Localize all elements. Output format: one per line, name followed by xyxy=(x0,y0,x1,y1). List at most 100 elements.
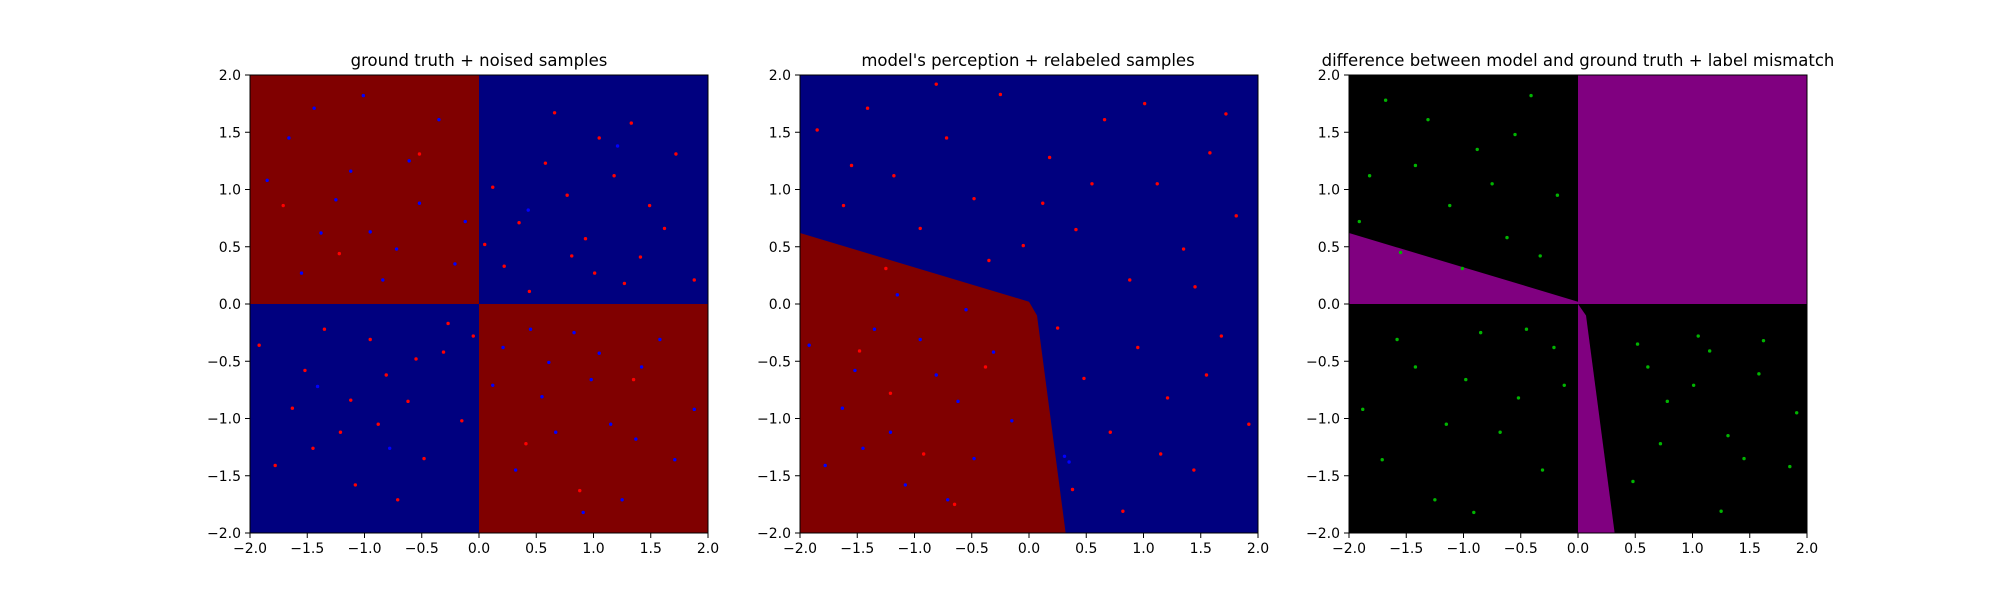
data-point xyxy=(1513,132,1517,137)
x-tick-label: −1.0 xyxy=(898,541,932,557)
data-point xyxy=(501,345,505,350)
data-point xyxy=(491,383,495,387)
data-point xyxy=(918,226,922,231)
data-point xyxy=(1665,399,1670,404)
x-tick-label: 0.5 xyxy=(1075,541,1097,557)
x-tick-label: −2.0 xyxy=(233,541,267,557)
x-tick-label: 1.5 xyxy=(1739,541,1761,557)
data-point xyxy=(631,377,636,382)
data-point xyxy=(692,278,696,282)
data-point xyxy=(524,441,528,446)
panel-model-perception: model's perception + relabeled samples −… xyxy=(757,51,1269,557)
data-point xyxy=(483,242,487,247)
data-point xyxy=(406,399,410,404)
data-point xyxy=(1155,182,1159,186)
data-point xyxy=(647,203,652,208)
data-point xyxy=(1224,112,1228,116)
data-point xyxy=(337,251,342,256)
data-point xyxy=(1691,383,1696,387)
data-point xyxy=(1726,433,1730,438)
x-tick-label: 1.0 xyxy=(582,541,604,557)
data-point xyxy=(608,422,613,426)
data-point xyxy=(387,446,392,450)
data-point xyxy=(639,365,644,369)
data-point xyxy=(1067,460,1071,464)
data-point xyxy=(394,247,399,251)
data-point xyxy=(865,106,870,110)
data-point xyxy=(1631,479,1635,484)
x-tick-label: 0.0 xyxy=(1567,541,1589,557)
data-point xyxy=(1498,430,1502,434)
panel-title: model's perception + relabeled samples xyxy=(861,51,1194,70)
data-point xyxy=(987,258,991,263)
data-point xyxy=(946,498,950,502)
y-tick-label: 2.0 xyxy=(769,68,791,84)
data-point xyxy=(1490,182,1494,186)
background-region xyxy=(1578,304,1615,533)
data-point xyxy=(334,198,338,202)
data-point xyxy=(517,221,521,225)
data-point xyxy=(1635,342,1640,346)
data-point xyxy=(1128,278,1132,282)
data-point xyxy=(895,293,900,297)
data-point xyxy=(1448,203,1452,208)
data-point xyxy=(1121,509,1125,513)
data-point xyxy=(281,203,285,208)
data-point xyxy=(934,82,938,86)
panel-title: difference between model and ground trut… xyxy=(1322,51,1835,70)
data-point xyxy=(857,349,862,353)
data-point xyxy=(1646,365,1650,369)
data-point xyxy=(597,351,601,355)
data-point xyxy=(964,308,968,312)
data-point xyxy=(615,144,620,148)
data-point xyxy=(471,334,475,338)
data-point xyxy=(441,350,446,354)
data-point xyxy=(1444,422,1449,426)
data-point xyxy=(692,407,696,412)
data-point xyxy=(422,456,426,461)
y-tick-label: −1.0 xyxy=(207,412,241,428)
y-tick-label: 0.5 xyxy=(219,240,241,256)
data-point xyxy=(823,463,827,468)
x-tick-label: 0.0 xyxy=(468,541,490,557)
data-point xyxy=(565,193,569,197)
x-tick-label: 2.0 xyxy=(1796,541,1818,557)
data-point xyxy=(972,456,976,461)
y-tick-label: −0.5 xyxy=(207,354,241,370)
y-tick-label: −1.0 xyxy=(757,412,791,428)
data-point xyxy=(1395,337,1399,342)
data-point xyxy=(629,121,633,125)
plot-area xyxy=(800,75,1258,533)
background-region xyxy=(479,75,708,304)
data-point xyxy=(1761,338,1766,343)
data-point xyxy=(1516,396,1521,400)
data-point xyxy=(1082,376,1086,381)
data-point xyxy=(1204,373,1209,377)
y-tick-label: 0.5 xyxy=(769,240,791,256)
panel-ground-truth: ground truth + noised samples −2.0 −1.5 −1… xyxy=(207,51,719,557)
x-tick-label: −0.5 xyxy=(1504,541,1538,557)
data-point xyxy=(287,136,291,140)
data-point xyxy=(540,395,544,399)
data-point xyxy=(638,255,643,259)
data-point xyxy=(1505,235,1509,240)
data-point xyxy=(1413,365,1418,369)
data-point xyxy=(903,483,908,487)
data-point xyxy=(578,488,582,493)
data-point xyxy=(1552,345,1556,350)
data-point xyxy=(414,357,418,361)
x-tick-label: −1.5 xyxy=(1389,541,1423,557)
data-point xyxy=(417,152,422,156)
data-point xyxy=(417,201,422,205)
data-point xyxy=(884,266,888,271)
data-point xyxy=(384,373,388,377)
x-tick-label: 2.0 xyxy=(697,541,719,557)
data-point xyxy=(303,368,307,373)
data-point xyxy=(257,343,261,347)
data-point xyxy=(1367,174,1372,178)
data-point xyxy=(1426,117,1430,122)
y-tick-label: 1.0 xyxy=(219,183,241,199)
data-point xyxy=(634,437,638,441)
plot-area xyxy=(1349,75,1807,533)
data-point xyxy=(543,161,548,165)
